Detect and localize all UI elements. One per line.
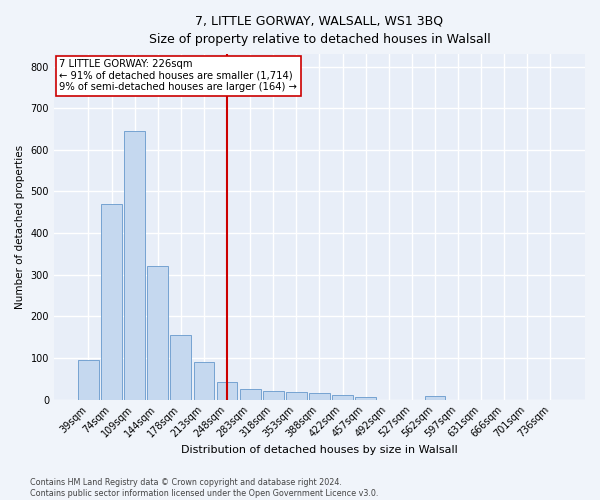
Bar [263, 392, 284, 400]
Bar [286, 392, 307, 400]
Bar [355, 396, 376, 400]
Bar [425, 396, 445, 400]
Bar [124, 131, 145, 400]
Bar [101, 204, 122, 400]
Bar [170, 335, 191, 400]
X-axis label: Distribution of detached houses by size in Walsall: Distribution of detached houses by size … [181, 445, 458, 455]
Text: 7 LITTLE GORWAY: 226sqm
← 91% of detached houses are smaller (1,714)
9% of semi-: 7 LITTLE GORWAY: 226sqm ← 91% of detache… [59, 60, 297, 92]
Bar [332, 396, 353, 400]
Bar [194, 362, 214, 400]
Text: Contains HM Land Registry data © Crown copyright and database right 2024.
Contai: Contains HM Land Registry data © Crown c… [30, 478, 379, 498]
Y-axis label: Number of detached properties: Number of detached properties [15, 145, 25, 309]
Title: 7, LITTLE GORWAY, WALSALL, WS1 3BQ
Size of property relative to detached houses : 7, LITTLE GORWAY, WALSALL, WS1 3BQ Size … [149, 15, 490, 46]
Bar [217, 382, 238, 400]
Bar [240, 389, 260, 400]
Bar [148, 266, 168, 400]
Bar [78, 360, 99, 400]
Bar [309, 394, 330, 400]
